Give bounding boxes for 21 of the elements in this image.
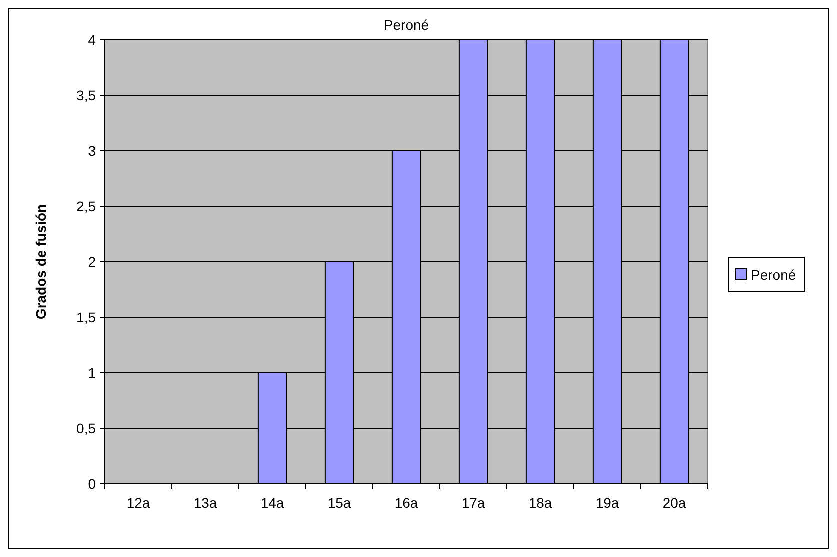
y-tick-label: 2	[88, 254, 96, 270]
x-tick-label: 14a	[260, 495, 284, 511]
y-tick-label: 1,5	[76, 309, 96, 326]
y-tick-label: 2,5	[76, 198, 96, 214]
chart-title: Peroné	[384, 17, 430, 33]
y-axis-title: Grados de fusión	[33, 204, 49, 320]
x-tick-label: 13a	[194, 495, 218, 511]
x-tick-label: 19a	[596, 495, 620, 511]
legend-label: Peroné	[751, 266, 796, 283]
x-tick-label: 12a	[126, 495, 150, 511]
x-tick-label: 17a	[462, 495, 486, 511]
x-tick-label: 15a	[328, 495, 352, 511]
y-tick-label: 3,5	[76, 87, 96, 104]
x-tick-label: 16a	[394, 495, 418, 511]
y-tick-label: 1	[88, 364, 96, 381]
y-tick-label: 0,5	[76, 420, 96, 436]
y-tick-label: 4	[88, 32, 96, 48]
x-tick-label: 18a	[528, 495, 552, 511]
y-tick-label: 0	[88, 476, 96, 492]
y-tick-label: 3	[88, 142, 96, 159]
x-tick-label: 20a	[662, 495, 686, 511]
